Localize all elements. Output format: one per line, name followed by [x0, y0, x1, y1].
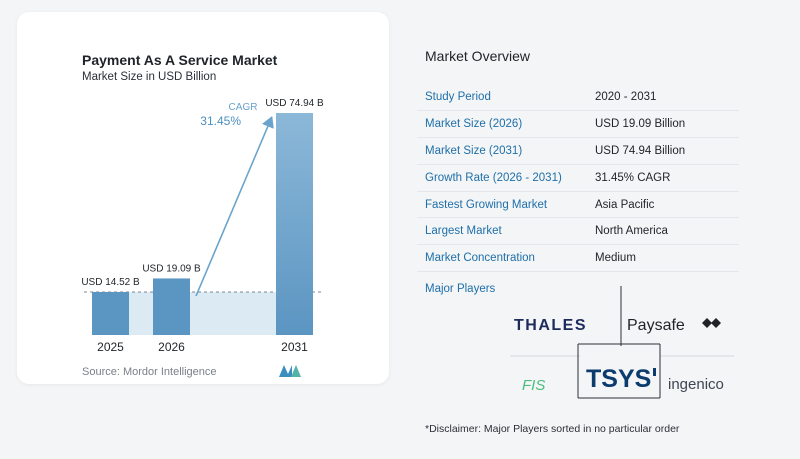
x-tick-label: 2031 — [281, 340, 308, 354]
row-value: USD 19.09 Billion — [595, 118, 686, 131]
source-note: Source: Mordor Intelligence — [82, 366, 217, 378]
bar-chart: USD 14.52 B 2025 USD 19.09 B 2026 USD 74.94 … — [81, 98, 324, 354]
table-row: Market Concentration Medium — [417, 245, 739, 272]
table-row: Market Size (2031) USD 74.94 Billion — [417, 138, 739, 165]
cagr-value: 31.45% — [200, 114, 241, 128]
row-value: Medium — [595, 252, 636, 265]
table-row: Largest Market North America — [417, 218, 739, 245]
cagr-arrow — [195, 116, 274, 297]
row-value: 2020 - 2031 — [595, 91, 657, 104]
bar-value-label: USD 74.94 B — [265, 98, 324, 109]
paysafe-diamonds-icon — [702, 318, 721, 328]
row-label: Fastest Growing Market — [425, 198, 548, 211]
table-row: Fastest Growing Market Asia Pacific — [417, 191, 739, 218]
chart-subtitle: Market Size in USD Billion — [82, 71, 217, 83]
bar-value-label: USD 19.09 B — [142, 263, 201, 274]
bar-2026 — [153, 278, 190, 335]
row-value: North America — [595, 225, 668, 238]
overview-title: Market Overview — [425, 48, 531, 64]
row-value: USD 74.94 Billion — [595, 144, 686, 157]
disclaimer-note: *Disclaimer: Major Players sorted in no … — [425, 423, 680, 435]
x-tick-label: 2026 — [158, 340, 185, 354]
tsys-logo: TSYS — [586, 365, 651, 393]
table-row: Growth Rate (2026 - 2031) 31.45% CAGR — [417, 164, 739, 192]
row-label: Largest Market — [425, 225, 502, 238]
bar-2025 — [92, 291, 129, 335]
row-label: Growth Rate (2026 - 2031) — [425, 171, 562, 184]
row-value: Asia Pacific — [595, 198, 655, 211]
mordor-logo-icon — [279, 365, 301, 377]
bar-value-label: USD 14.52 B — [81, 277, 140, 288]
row-value: 31.45% CAGR — [595, 171, 671, 184]
row-label: Market Size (2026) — [425, 118, 523, 131]
chart-title: Payment As A Service Market — [82, 52, 278, 68]
fis-logo: FIS — [522, 377, 545, 394]
ingenico-logo: ingenico — [668, 376, 724, 393]
tsys-mark-icon — [653, 368, 656, 376]
row-label: Market Size (2031) — [425, 144, 523, 157]
row-label: Market Concentration — [425, 252, 535, 265]
paysafe-logo: Paysafe — [627, 317, 685, 334]
overview-table: Study Period 2020 - 2031 Market Size (202… — [417, 84, 739, 272]
players-logo-grid: THALES Paysafe FIS TSYS ingenico — [510, 286, 734, 399]
major-players-title: Major Players — [425, 283, 496, 295]
bar-2031 — [276, 113, 313, 335]
cagr-label: CAGR — [229, 102, 258, 113]
row-label: Study Period — [425, 91, 491, 104]
x-tick-label: 2025 — [97, 340, 124, 354]
table-row: Study Period 2020 - 2031 — [417, 84, 739, 111]
table-row: Market Size (2026) USD 19.09 Billion — [417, 111, 739, 138]
thales-logo: THALES — [514, 317, 587, 334]
